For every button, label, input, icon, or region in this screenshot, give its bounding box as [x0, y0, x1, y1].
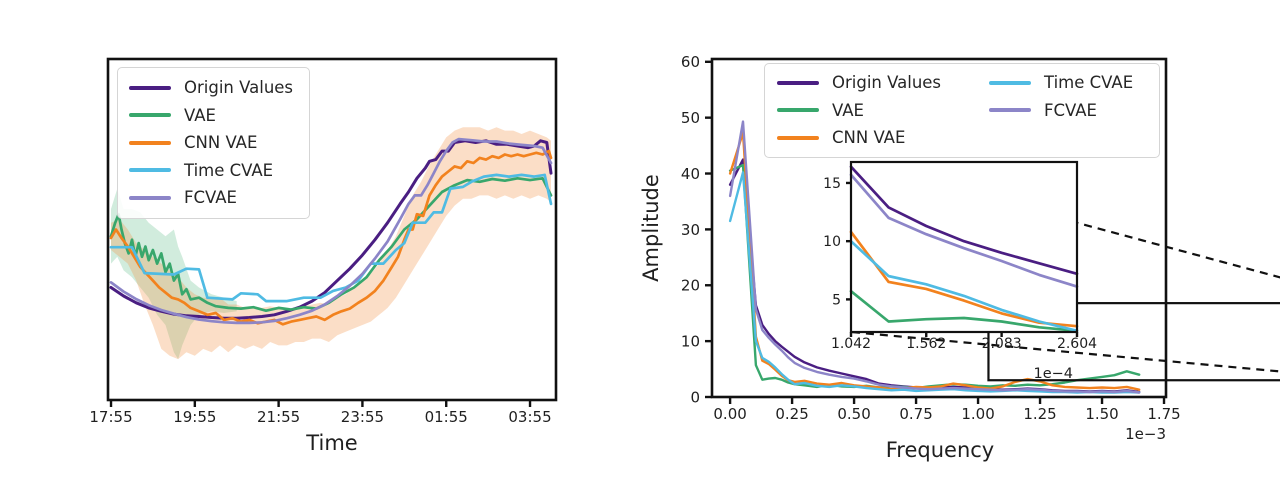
frequency_spectrum-x-tick-label: 1.50 — [1085, 405, 1118, 423]
frequency_inset-x-tick-label: 2.604 — [1057, 336, 1097, 352]
legend-label-vae: VAE — [832, 100, 864, 120]
legend-line-swatch-fcvae — [989, 108, 1032, 113]
legend-label-fcvae: FCVAE — [1044, 100, 1097, 120]
legend-label-time-cvae: Time CVAE — [1044, 73, 1134, 93]
time_series-plot-frame — [106, 57, 558, 402]
frequency_spectrum-y-tick-label: 10 — [681, 333, 700, 351]
legend-line-swatch-origin-values — [777, 80, 819, 85]
frequency_inset-line-origin-values — [849, 165, 1079, 276]
frequency_spectrum-y-tick-label: 60 — [681, 53, 700, 71]
time-axis-label: Time — [306, 431, 358, 455]
time_series-x-tick-label: 19:55 — [173, 408, 216, 426]
frequency_inset-line-fcvae — [849, 173, 1079, 288]
legend-label-origin-values: Origin Values — [832, 73, 942, 93]
x-axis-offset-1e-3: 1e−3 — [1125, 425, 1166, 443]
frequency_spectrum-y-tick-label: 0 — [690, 388, 700, 406]
frequency_spectrum-y-tick-label: 20 — [681, 277, 700, 295]
frequency_inset-line-vae — [849, 289, 1079, 333]
frequency_spectrum-plot-frame — [710, 57, 1168, 399]
legend-item-cnn-vae: CNN VAE — [129, 129, 293, 157]
frequency_spectrum-line-fcvae — [728, 120, 1141, 394]
legend-item-fcvae: FCVAE — [129, 184, 293, 212]
zoom-region-rect — [987, 302, 1280, 382]
time_series-line-vae — [109, 176, 553, 313]
frequency_inset-y-tick-label: 10 — [823, 234, 841, 250]
legend-line-swatch-origin-values — [129, 85, 171, 90]
legend-item-time-cvae: Time CVAE — [129, 157, 293, 185]
zoom-connector-bottom — [850, 330, 1280, 373]
frequency_spectrum-x-tick-label: 0.75 — [899, 405, 932, 423]
legend-label-cnn-vae: CNN VAE — [184, 133, 258, 153]
frequency_spectrum-line-cnn-vae — [728, 131, 1141, 391]
legend-line-swatch-vae — [777, 108, 819, 113]
frequency_inset-x-tick-label: 2.083 — [982, 336, 1022, 352]
legend-line-swatch-cnn-vae — [129, 140, 171, 145]
frequency_inset-x-tick-label: 1.042 — [831, 336, 871, 352]
time_series-x-tick-label: 23:55 — [341, 408, 384, 426]
frequency_spectrum-x-tick-label: 0.25 — [775, 405, 808, 423]
time_series-x-tick-label: 03:55 — [508, 408, 551, 426]
inset-x-axis-offset-1e-4: 1e−4 — [1033, 366, 1073, 382]
legend-line-swatch-time-cvae — [989, 80, 1032, 85]
legend-item-vae: VAE — [129, 102, 293, 130]
legend-item-origin-values: Origin Values — [129, 74, 293, 102]
legend-item-cnn-vae: CNN VAE — [777, 124, 941, 152]
legend-label-cnn-vae: CNN VAE — [832, 128, 906, 148]
frequency_spectrum-x-tick-label: 0.50 — [837, 405, 870, 423]
left-chart-legend: Origin Values VAE CNN VAE Time CVAE FCVAE — [117, 67, 311, 219]
frequency-axis-label: Frequency — [885, 438, 995, 462]
legend-item-origin-values: Origin Values — [777, 69, 941, 97]
legend-line-swatch-fcvae — [129, 195, 171, 200]
frequency_inset-plot-frame — [849, 160, 1079, 334]
legend-label-time-cvae: Time CVAE — [184, 160, 274, 180]
legend-line-swatch-cnn-vae — [777, 135, 819, 140]
time_series-line-fcvae — [109, 137, 553, 325]
frequency_spectrum-y-tick-label: 30 — [681, 221, 700, 239]
time_series-band-cnn-vae-uncertainty-band — [111, 127, 551, 360]
legend-label-fcvae: FCVAE — [184, 188, 237, 208]
frequency_spectrum-x-tick-label: 1.75 — [1147, 405, 1180, 423]
frequency_spectrum-y-tick-label: 40 — [681, 165, 700, 183]
time_series-x-tick-label: 17:55 — [89, 408, 132, 426]
time_series-line-origin-values — [109, 139, 553, 320]
legend-line-swatch-time-cvae — [129, 168, 171, 173]
frequency_inset-x-tick-label: 1.562 — [906, 336, 946, 352]
frequency_spectrum-x-tick-label: 1.25 — [1023, 405, 1056, 423]
frequency_inset-line-time-cvae — [849, 239, 1079, 333]
legend-item-fcvae: FCVAE — [989, 97, 1133, 125]
legend-item-vae: VAE — [777, 97, 941, 125]
legend-label-vae: VAE — [184, 105, 216, 125]
frequency_spectrum-y-tick-label: 50 — [681, 109, 700, 127]
time_series-line-cnn-vae — [109, 149, 553, 326]
legend-label-origin-values: Origin Values — [184, 78, 294, 98]
frequency_inset-y-tick-label: 5 — [832, 292, 841, 308]
legend-item-time-cvae: Time CVAE — [989, 69, 1133, 97]
time_series-x-tick-label: 01:55 — [425, 408, 468, 426]
legend-line-swatch-vae — [129, 113, 171, 118]
amplitude-axis-label: Amplitude — [639, 174, 663, 282]
right-chart-legend: Origin Values VAE CNN VAE Time CVAE FCVAE — [764, 63, 1161, 158]
frequency_spectrum-x-tick-label: 1.00 — [961, 405, 994, 423]
frequency_spectrum-x-tick-label: 0.00 — [713, 405, 746, 423]
time_series-x-tick-label: 21:55 — [257, 408, 300, 426]
frequency_inset-y-tick-label: 15 — [823, 176, 841, 192]
